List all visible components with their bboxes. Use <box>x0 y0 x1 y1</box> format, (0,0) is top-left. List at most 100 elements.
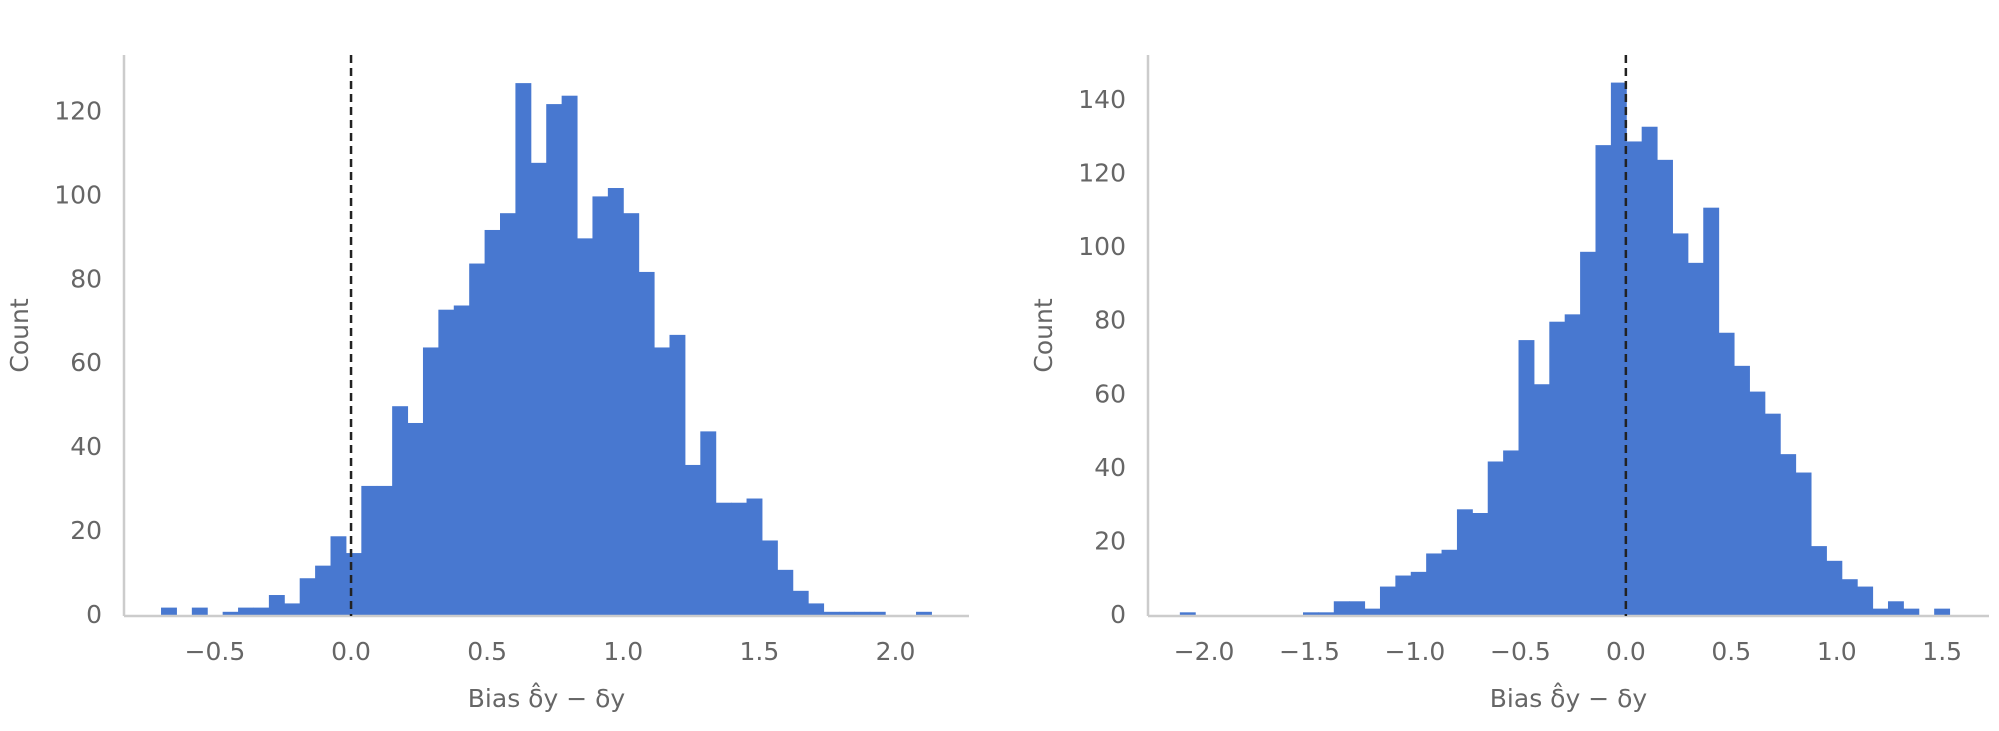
y-tick-label: 120 <box>54 96 102 125</box>
bar <box>916 611 932 616</box>
y-tick-label: 0 <box>1110 600 1126 629</box>
bar <box>1318 612 1335 616</box>
x-tick-label: −1.5 <box>1279 637 1340 666</box>
bar <box>484 229 501 617</box>
bar <box>1718 332 1735 616</box>
y-tick-label: 20 <box>70 516 102 545</box>
y-tick-label: 60 <box>1094 379 1126 408</box>
bar <box>577 238 593 616</box>
bar <box>1657 159 1673 616</box>
bar <box>1626 141 1643 617</box>
bar <box>1687 262 1704 616</box>
bar <box>1780 454 1797 616</box>
bar <box>299 578 316 616</box>
bar <box>684 464 701 616</box>
bar <box>315 565 332 616</box>
bar <box>1872 608 1889 616</box>
y-tick-label: 60 <box>70 348 102 377</box>
bar <box>731 502 748 616</box>
bar <box>1395 575 1412 616</box>
bar <box>1764 413 1781 616</box>
bar <box>530 162 547 617</box>
bar <box>623 213 640 616</box>
bar <box>1472 512 1489 616</box>
bar <box>469 263 486 616</box>
bar <box>1179 612 1196 616</box>
bar <box>1749 391 1766 616</box>
x-tick-label: 1.0 <box>603 637 643 666</box>
bar <box>1379 586 1396 616</box>
y-tick-label: 20 <box>1094 526 1126 555</box>
bar <box>854 611 871 616</box>
bar <box>1456 509 1473 616</box>
bar <box>1426 553 1443 616</box>
bar <box>838 611 855 616</box>
x-tick-label: 1.0 <box>1817 637 1857 666</box>
bar <box>222 611 239 616</box>
bar <box>700 431 717 616</box>
bar <box>1333 601 1350 616</box>
x-tick-label: 1.5 <box>740 637 780 666</box>
y-tick-label: 80 <box>1094 306 1126 335</box>
x-tick-label: 0.0 <box>331 637 371 666</box>
bar <box>1518 340 1535 616</box>
bar <box>238 607 254 616</box>
bar <box>1503 450 1520 616</box>
bar <box>1364 608 1381 616</box>
bar <box>1734 365 1750 616</box>
x-tick-label: −0.5 <box>185 637 246 666</box>
x-tick-label: −2.0 <box>1174 637 1235 666</box>
bar <box>1580 251 1596 617</box>
bar <box>1533 384 1550 616</box>
bar <box>1811 546 1827 616</box>
y-axis-label: Count <box>1029 298 1058 372</box>
bar <box>1672 233 1689 617</box>
bar <box>546 104 563 616</box>
bar <box>1549 321 1566 616</box>
x-tick-label: 2.0 <box>876 637 916 666</box>
x-axis-label: Bias δ̂y − δy <box>468 682 626 713</box>
y-tick-label: 80 <box>70 264 102 293</box>
bar <box>808 603 825 616</box>
bar <box>1703 207 1720 616</box>
y-tick-label: 120 <box>1078 159 1126 188</box>
bar <box>161 607 177 616</box>
bar <box>1934 608 1951 616</box>
bar <box>1487 461 1504 616</box>
bar <box>407 422 424 616</box>
bar <box>761 540 778 616</box>
bar <box>1795 472 1812 616</box>
x-tick-label: −0.5 <box>1490 637 1551 666</box>
y-tick-label: 40 <box>1094 453 1126 482</box>
bar <box>361 485 378 616</box>
bar <box>1610 82 1627 617</box>
bar <box>1564 314 1581 616</box>
y-tick-label: 100 <box>1078 232 1126 261</box>
x-tick-label: 1.5 <box>1922 637 1962 666</box>
bar <box>453 305 470 616</box>
bar <box>669 334 686 616</box>
bar <box>823 611 840 616</box>
bar <box>284 603 301 616</box>
bar <box>561 95 578 617</box>
x-axis-label: Bias δ̂y − δy <box>1490 682 1648 713</box>
bar <box>792 590 809 616</box>
x-tick-label: 0.0 <box>1606 637 1646 666</box>
bar <box>777 569 794 616</box>
y-tick-label: 140 <box>1078 85 1126 114</box>
bar <box>746 498 763 616</box>
bar <box>654 347 670 616</box>
bar <box>438 309 455 616</box>
y-axis-label: Count <box>5 298 34 372</box>
x-tick-label: 0.5 <box>467 637 507 666</box>
bar <box>1641 126 1658 616</box>
bar <box>500 213 516 616</box>
bar <box>1857 586 1874 616</box>
bar <box>1903 608 1920 616</box>
bar <box>253 607 270 616</box>
bar <box>330 536 347 616</box>
y-tick-label: 100 <box>54 180 102 209</box>
x-tick-label: −1.0 <box>1385 637 1446 666</box>
x-tick-label: 0.5 <box>1711 637 1751 666</box>
bar <box>392 406 409 616</box>
